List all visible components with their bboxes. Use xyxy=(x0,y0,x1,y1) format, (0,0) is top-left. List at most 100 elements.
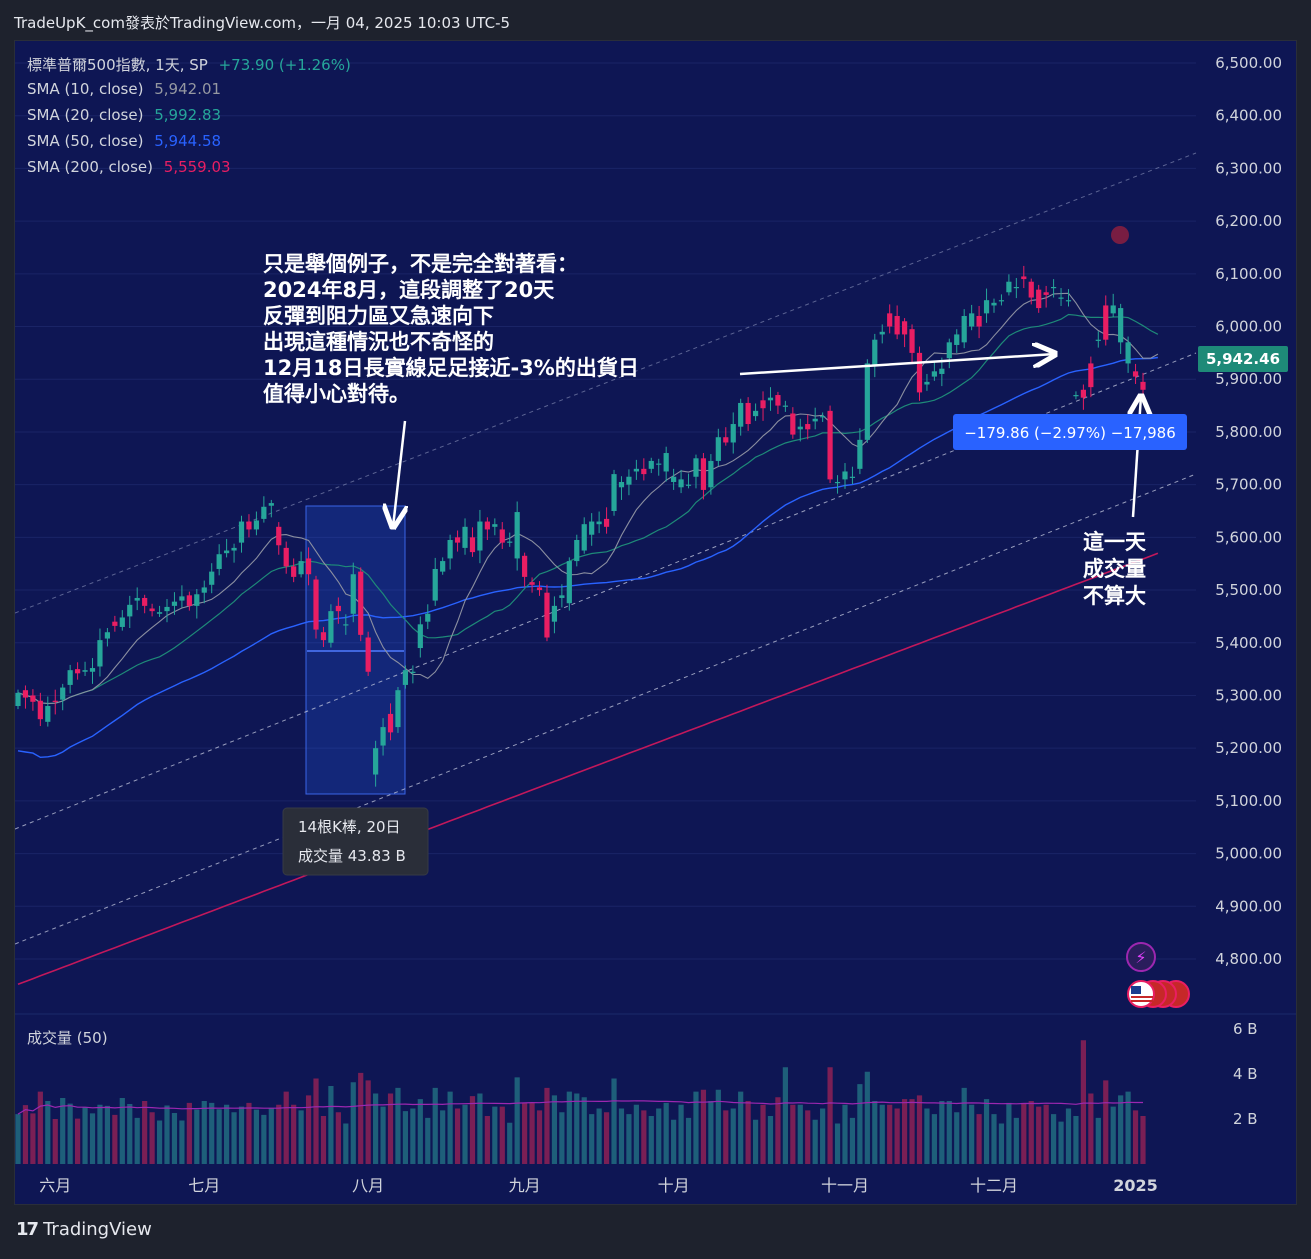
volume-bar[interactable] xyxy=(238,1106,245,1164)
volume-bar[interactable] xyxy=(767,1116,774,1164)
candle-body[interactable] xyxy=(440,561,446,572)
candle-body[interactable] xyxy=(693,458,699,477)
volume-bar[interactable] xyxy=(164,1105,170,1165)
candle-body[interactable] xyxy=(976,315,982,327)
candle-body[interactable] xyxy=(194,594,200,606)
candle-body[interactable] xyxy=(581,524,587,551)
candle-body[interactable] xyxy=(469,537,476,553)
volume-bar[interactable] xyxy=(901,1099,908,1164)
candle-body[interactable] xyxy=(797,426,803,430)
volume-bar[interactable] xyxy=(104,1105,111,1164)
candle-body[interactable] xyxy=(1132,371,1139,377)
volume-bar[interactable] xyxy=(551,1095,558,1164)
volume-axis[interactable]: 6 B 4 B 2 B xyxy=(1233,1020,1258,1128)
volume-bar[interactable] xyxy=(454,1108,461,1165)
candle-body[interactable] xyxy=(447,539,453,559)
volume-bar[interactable] xyxy=(216,1109,222,1164)
candle-body[interactable] xyxy=(1110,305,1116,314)
volume-bar[interactable] xyxy=(663,1102,669,1164)
candle-body[interactable] xyxy=(730,424,736,443)
price-axis[interactable]: 6,500.00 6,400.00 6,300.00 6,200.00 6,100.00… xyxy=(1215,54,1282,968)
candle-body[interactable] xyxy=(484,521,490,530)
candle-body[interactable] xyxy=(52,700,58,702)
candle-body[interactable] xyxy=(872,339,878,367)
volume-bar[interactable] xyxy=(864,1071,870,1164)
candle-body[interactable] xyxy=(82,670,88,672)
volume-bar[interactable] xyxy=(827,1067,833,1164)
range-info-box[interactable]: 14根K棒, 20日 成交量 43.83 B xyxy=(282,807,429,876)
volume-bar[interactable] xyxy=(60,1098,66,1164)
volume-bar[interactable] xyxy=(611,1078,617,1165)
volume-bar[interactable] xyxy=(626,1114,632,1164)
volume-bar[interactable] xyxy=(760,1104,766,1164)
candle-body[interactable] xyxy=(37,700,43,720)
candle-body[interactable] xyxy=(15,692,21,707)
candle-body[interactable] xyxy=(1095,339,1101,341)
volume-bar[interactable] xyxy=(410,1108,416,1165)
candle-body[interactable] xyxy=(22,690,29,698)
volume-bar[interactable] xyxy=(618,1108,625,1165)
candle-body[interactable] xyxy=(641,468,647,475)
lightning-event-icon[interactable]: ⚡ xyxy=(1126,942,1156,972)
candle-body[interactable] xyxy=(216,554,222,569)
volume-bar[interactable] xyxy=(529,1102,535,1164)
volume-bar[interactable] xyxy=(1006,1102,1012,1164)
candle-body[interactable] xyxy=(104,632,111,639)
candle-body[interactable] xyxy=(492,524,498,527)
volume-bar[interactable] xyxy=(693,1091,699,1164)
volume-bar[interactable] xyxy=(432,1087,438,1164)
volume-bar[interactable] xyxy=(1021,1102,1027,1164)
volume-bar[interactable] xyxy=(961,1087,967,1164)
candle-body[interactable] xyxy=(812,418,818,422)
candle-body[interactable] xyxy=(998,300,1005,302)
volume-bar[interactable] xyxy=(358,1072,364,1164)
candle-body[interactable] xyxy=(119,617,125,627)
volume-bar[interactable] xyxy=(775,1097,781,1164)
volume-bar[interactable] xyxy=(395,1087,401,1164)
volume-bar[interactable] xyxy=(1058,1121,1064,1164)
candle-body[interactable] xyxy=(790,413,796,435)
volume-bar[interactable] xyxy=(931,1114,937,1164)
candle-body[interactable] xyxy=(75,669,81,674)
candle-body[interactable] xyxy=(246,521,252,530)
volume-bar[interactable] xyxy=(186,1102,192,1164)
candle-body[interactable] xyxy=(1036,289,1042,309)
candle-body[interactable] xyxy=(961,315,967,343)
volume-bars[interactable] xyxy=(15,1040,1146,1165)
volume-bar[interactable] xyxy=(1043,1104,1049,1164)
candle-body[interactable] xyxy=(231,547,237,551)
volume-bar[interactable] xyxy=(946,1101,952,1164)
candle-body[interactable] xyxy=(350,574,356,614)
selection-range-box[interactable] xyxy=(305,505,406,795)
volume-bar[interactable] xyxy=(782,1067,788,1164)
volume-bar[interactable] xyxy=(134,1117,140,1164)
candle-body[interactable] xyxy=(648,460,654,469)
candle-body[interactable] xyxy=(879,331,885,335)
volume-bar[interactable] xyxy=(544,1087,550,1164)
volume-bar[interactable] xyxy=(246,1102,252,1164)
candle-body[interactable] xyxy=(224,550,230,554)
candle-body[interactable] xyxy=(514,512,520,559)
candle-body[interactable] xyxy=(417,624,423,649)
volume-bar[interactable] xyxy=(440,1110,446,1164)
volume-bar[interactable] xyxy=(171,1113,178,1164)
volume-bar[interactable] xyxy=(350,1082,356,1164)
volume-bar[interactable] xyxy=(797,1104,803,1164)
candle-body[interactable] xyxy=(887,313,893,327)
volume-bar[interactable] xyxy=(1103,1080,1109,1164)
candle-body[interactable] xyxy=(477,521,483,551)
volume-bar[interactable] xyxy=(328,1086,334,1164)
candle-body[interactable] xyxy=(134,597,140,601)
volume-bar[interactable] xyxy=(1028,1101,1034,1164)
candle-body[interactable] xyxy=(678,479,684,488)
volume-bar[interactable] xyxy=(268,1108,274,1165)
candle-body[interactable] xyxy=(909,329,915,353)
candle-body[interactable] xyxy=(708,460,714,488)
candle-body[interactable] xyxy=(842,471,848,480)
candle-body[interactable] xyxy=(685,484,692,486)
candle-body[interactable] xyxy=(238,521,245,543)
volume-bar[interactable] xyxy=(52,1119,58,1164)
candle-body[interactable] xyxy=(343,624,349,626)
candle-body[interactable] xyxy=(97,640,103,667)
legend-volume[interactable]: 成交量 (50) xyxy=(27,1027,108,1048)
